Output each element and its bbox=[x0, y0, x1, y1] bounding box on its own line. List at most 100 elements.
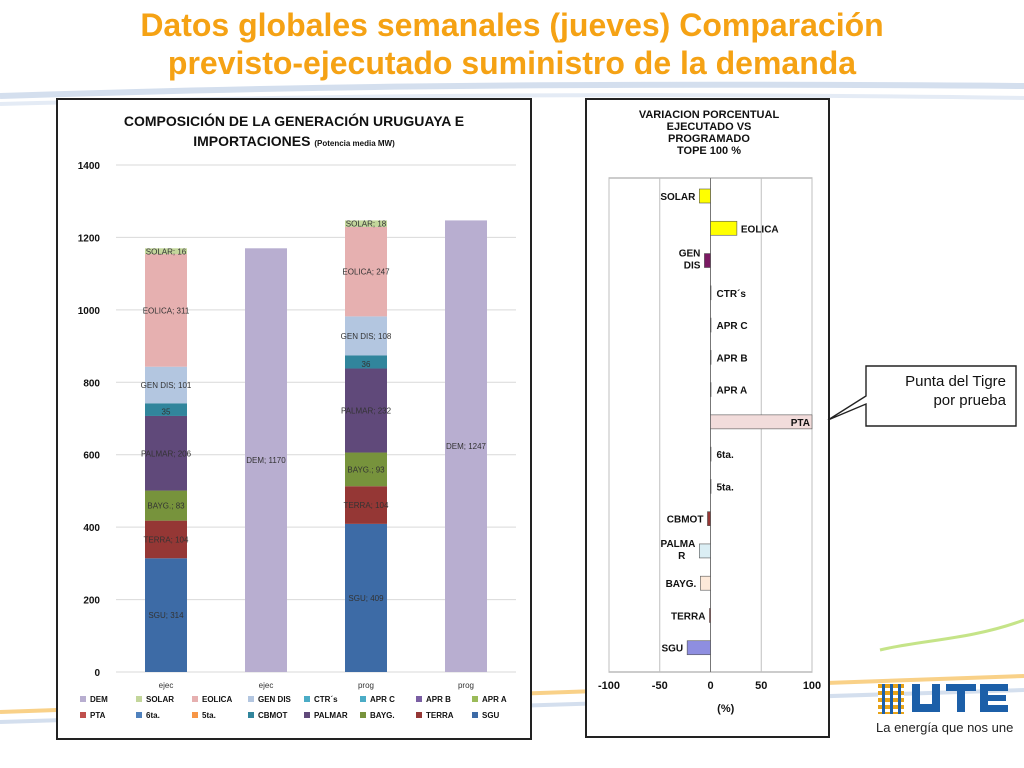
bar-segment-terra bbox=[345, 486, 387, 524]
category-label-pta: PTA bbox=[791, 418, 810, 429]
bar-segment-cbmot bbox=[345, 355, 387, 369]
category-label-bayg: BAYG. bbox=[666, 579, 697, 590]
data-label-solar: SOLAR; 18 bbox=[346, 219, 387, 228]
bar-palmar bbox=[699, 543, 711, 559]
legend-swatch bbox=[136, 712, 142, 718]
chart-title-line-1: COMPOSICIÓN DE LA GENERACIÓN URUGUAYA E bbox=[124, 112, 464, 129]
legend-entry-6ta: 6ta. bbox=[136, 711, 160, 720]
generation-composition-chart-panel: COMPOSICIÓN DE LA GENERACIÓN URUGUAYA E I… bbox=[56, 98, 532, 740]
legend-swatch bbox=[360, 712, 366, 718]
data-label-eolica: EOLICA; 247 bbox=[342, 268, 390, 277]
category-label-line: BAYG. bbox=[666, 579, 697, 590]
y-tick-label: 400 bbox=[83, 523, 100, 534]
legend-swatch bbox=[248, 712, 254, 718]
slide-title-line-2: previsto-ejecutado suministro de la dema… bbox=[167, 45, 857, 81]
bar-pta bbox=[710, 414, 813, 430]
ute-logo-letters bbox=[912, 684, 1008, 712]
legend-entry-apr-c: APR C bbox=[360, 695, 395, 704]
category-label-line: 6ta. bbox=[717, 450, 734, 461]
data-label-cbmot: 35 bbox=[162, 408, 171, 417]
legend-swatch bbox=[304, 712, 310, 718]
data-label-solar: SOLAR; 16 bbox=[146, 247, 187, 256]
bar-segment-bayg bbox=[145, 490, 187, 521]
category-label-6ta: 6ta. bbox=[717, 450, 734, 461]
y-tick-label: 1200 bbox=[78, 233, 101, 244]
legend-entry-5ta: 5ta. bbox=[192, 711, 216, 720]
bar-solar bbox=[699, 188, 711, 204]
bar-segment-sgu bbox=[145, 558, 187, 672]
category-label-palmar: PALMAR bbox=[661, 539, 696, 562]
chart-title-line-2: IMPORTACIONES (Potencia media MW) bbox=[193, 133, 395, 149]
category-label-line: GEN bbox=[679, 249, 701, 260]
ute-logo bbox=[878, 684, 1008, 714]
legend-swatch bbox=[472, 712, 478, 718]
legend-entry-apr-a: APR A bbox=[472, 695, 507, 704]
category-label-line: PTA bbox=[791, 418, 810, 429]
legend-swatch bbox=[192, 696, 198, 702]
legend-entry-gen-dis: GEN DIS bbox=[248, 695, 292, 704]
category-label-line: CBMOT bbox=[667, 515, 704, 526]
bar-segment-solar bbox=[345, 220, 387, 227]
ute-logo-stripes-icon bbox=[878, 684, 904, 714]
category-label-line: TERRA bbox=[671, 611, 705, 622]
legend-entry-bayg: BAYG. bbox=[360, 711, 395, 720]
legend-swatch bbox=[472, 696, 478, 702]
bar-apr-b bbox=[710, 350, 712, 365]
legend-swatch bbox=[80, 712, 86, 718]
slide-title-line-1: Datos globales semanales (jueves) Compar… bbox=[140, 7, 884, 43]
category-label-line: 5ta. bbox=[717, 482, 734, 493]
legend-swatch bbox=[416, 696, 422, 702]
legend-entry-pta: PTA bbox=[80, 711, 106, 720]
chart-title-line-3: PROGRAMADO bbox=[668, 133, 750, 145]
y-tick-label: 800 bbox=[83, 378, 100, 389]
y-tick-label: 0 bbox=[94, 668, 100, 679]
category-label-terra: TERRA bbox=[671, 611, 705, 622]
percent-variation-chart-panel: VARIACION PORCENTUAL EJECUTADO VS PROGRAMA… bbox=[585, 98, 830, 738]
category-label-solar: SOLAR bbox=[660, 192, 696, 203]
y-tick-label: 1000 bbox=[78, 306, 101, 317]
generation-composition-chart: COMPOSICIÓN DE LA GENERACIÓN URUGUAYA E I… bbox=[78, 112, 516, 720]
legend-label: TERRA bbox=[426, 711, 454, 720]
data-label-dem: DEM; 1170 bbox=[246, 456, 286, 465]
legend-label: BAYG. bbox=[370, 711, 395, 720]
x-tick-label: prog bbox=[458, 681, 474, 690]
x-tick-label: 50 bbox=[755, 680, 767, 692]
bar-ctr-s bbox=[710, 285, 712, 301]
bar-segment-palmar bbox=[145, 415, 187, 491]
x-tick-label: -50 bbox=[652, 680, 668, 692]
legend-label: PTA bbox=[90, 711, 106, 720]
bar-gen-dis bbox=[704, 253, 711, 268]
legend-entry-ctr-s: CTR´s bbox=[304, 695, 338, 704]
data-label-terra: TERRA; 104 bbox=[144, 535, 189, 544]
category-label-apr-b: APR B bbox=[717, 353, 748, 364]
bar-apr-c bbox=[710, 317, 712, 333]
legend-entry-sgu: SGU bbox=[472, 711, 500, 720]
category-label-line: EOLICA bbox=[741, 224, 779, 235]
bar-terra bbox=[709, 608, 711, 623]
data-label-palmar: PALMAR; 232 bbox=[341, 407, 392, 416]
slide-title: Datos globales semanales (jueves) Compar… bbox=[20, 6, 1004, 82]
legend-entry-eolica: EOLICA bbox=[192, 695, 232, 704]
x-tick-label: ejec bbox=[259, 681, 274, 690]
data-label-eolica: EOLICA; 311 bbox=[143, 306, 190, 315]
y-tick-label: 200 bbox=[83, 596, 100, 607]
callout-line-1: Punta del Tigre bbox=[905, 373, 1006, 390]
legend-swatch bbox=[192, 712, 198, 718]
category-label-line: CTR´s bbox=[717, 289, 747, 300]
bar-cbmot bbox=[707, 511, 711, 526]
bar-segment-gen-dis bbox=[345, 316, 387, 356]
category-label-cbmot: CBMOT bbox=[667, 515, 704, 526]
data-label-sgu: SGU; 409 bbox=[348, 594, 384, 603]
legend-entry-terra: TERRA bbox=[416, 711, 454, 720]
chart-title-line-1: VARIACION PORCENTUAL bbox=[639, 109, 780, 121]
chart-subtitle: (Potencia media MW) bbox=[314, 139, 395, 148]
category-label-line: SGU bbox=[661, 644, 683, 655]
chart-title-line-2: EJECUTADO VS bbox=[667, 121, 752, 133]
data-label-bayg: BAYG.; 83 bbox=[147, 502, 185, 511]
legend-swatch bbox=[80, 696, 86, 702]
category-label-ctr-s: CTR´s bbox=[717, 289, 747, 300]
legend-label: PALMAR bbox=[314, 711, 348, 720]
bar-5ta bbox=[710, 479, 712, 494]
category-label-5ta: 5ta. bbox=[717, 482, 734, 493]
bar-segment-bayg bbox=[345, 452, 387, 487]
